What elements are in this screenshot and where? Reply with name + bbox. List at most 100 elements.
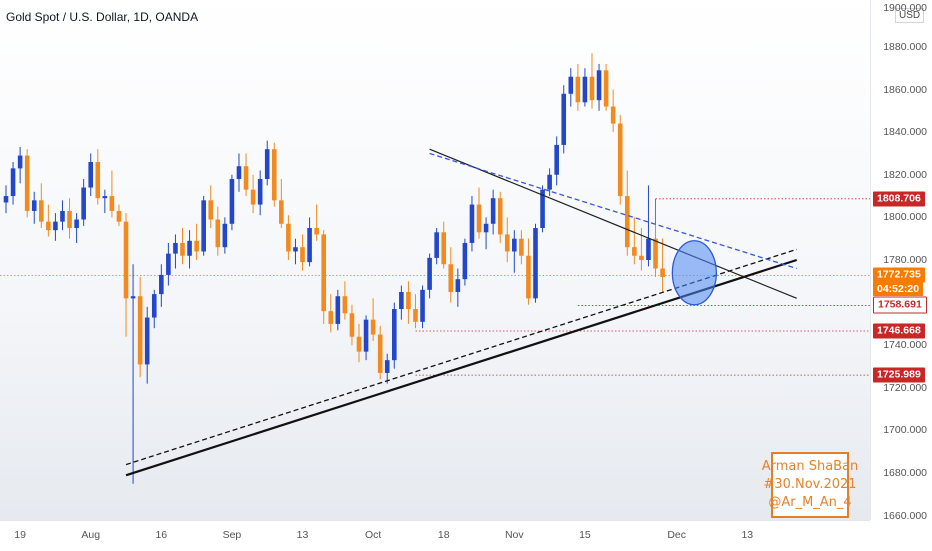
candle-body [392, 309, 397, 361]
candle-body [215, 219, 221, 248]
candle-body [314, 228, 319, 235]
price-tag: 1758.691 [873, 296, 927, 314]
candle-body [512, 238, 517, 252]
candle-body [3, 196, 9, 203]
candle-body [88, 161, 94, 188]
price-tag: 1808.706 [873, 191, 925, 207]
signature-handle: @Ar_M_An_4 [768, 495, 852, 510]
candle-body [31, 200, 37, 211]
candle-body [469, 204, 475, 243]
candle-body [208, 200, 214, 220]
price-tick-label: 1820.000 [883, 168, 927, 181]
price-tag: 1772.735 [873, 267, 925, 283]
candle-body [53, 221, 58, 231]
candle-body [639, 255, 644, 260]
price-axis-top-label: 1900.000 [883, 2, 927, 14]
candle-body [286, 223, 291, 252]
candle-body [377, 334, 383, 373]
candle-body [603, 70, 609, 107]
candle-body [497, 198, 503, 235]
candle-body [130, 296, 136, 299]
candle-body [434, 232, 439, 258]
price-tick-label: 1700.000 [883, 424, 927, 437]
candle-body [455, 279, 461, 292]
candle-body [624, 196, 630, 248]
time-tick-label: 15 [579, 529, 591, 541]
candle-body [229, 179, 235, 224]
currency-label[interactable]: USD [895, 8, 925, 23]
candle-body [617, 123, 623, 197]
candle-body [568, 76, 574, 94]
trendline-resistance [429, 148, 797, 299]
candle-body [554, 144, 559, 175]
candle-body [427, 257, 432, 290]
candle-body [159, 274, 164, 295]
price-chart[interactable] [0, 0, 870, 520]
candle-body [243, 166, 249, 190]
candle-body [653, 238, 658, 269]
candle-body [356, 336, 362, 352]
candle-body [342, 296, 348, 314]
candle-body [384, 360, 390, 373]
candle-body [144, 317, 150, 365]
candle-body [328, 311, 334, 324]
candle-body [279, 200, 284, 224]
candle-body [109, 196, 115, 211]
candle-body [420, 289, 425, 322]
candle-body [526, 255, 531, 299]
price-tick-label: 1860.000 [883, 83, 927, 96]
candle-body [180, 242, 185, 256]
candle-body [67, 210, 72, 229]
time-tick-label: Nov [504, 529, 524, 541]
candle-body [17, 155, 23, 169]
candle-body [370, 319, 376, 335]
price-axis[interactable]: USD 1900.000 1660.000 1680.000 1700.000 172… [870, 0, 932, 522]
price-tag: 1725.989 [873, 367, 925, 383]
price-tick-label: 1660.000 [883, 509, 927, 522]
bar-countdown: 04:52:20 [873, 282, 924, 297]
time-tick-label: Sep [222, 529, 242, 541]
candle-body [39, 200, 44, 222]
candle-body [201, 200, 206, 252]
candle-body [476, 204, 482, 233]
candle-body [321, 234, 326, 312]
trendline-resistance-parallel [429, 152, 797, 270]
signature-author: Arman ShaBan [761, 459, 859, 474]
time-axis[interactable]: 19 Aug 16 Sep 13 Oct 18 Nov 15 Dec 13 [0, 520, 870, 551]
candle-body [74, 219, 79, 229]
candle-body [250, 189, 256, 205]
candle-body [582, 76, 588, 103]
time-tick-label: Oct [364, 529, 382, 541]
time-tick-label: 13 [741, 529, 754, 541]
candle-body [441, 232, 447, 265]
candle-body [137, 296, 143, 365]
time-tick-label: 19 [14, 529, 26, 541]
candle-body [151, 294, 157, 318]
price-tick-label: 1720.000 [883, 381, 927, 394]
candle-body [589, 76, 595, 101]
candle-body [24, 155, 30, 211]
candle-body [173, 242, 178, 254]
candle-body [540, 189, 545, 229]
signature-date: #30.Nov.2021 [763, 477, 857, 492]
candle-body [236, 166, 242, 180]
candle-body [81, 187, 86, 220]
candle-body [533, 228, 538, 299]
candle-body [504, 234, 510, 252]
candle-body [335, 296, 341, 324]
time-tick-label: Dec [667, 529, 687, 541]
candle-body [95, 161, 101, 199]
candle-body [46, 221, 51, 231]
candle-body [406, 291, 411, 310]
candle-body [596, 70, 602, 101]
trend-lines [125, 148, 798, 477]
candle-body [448, 264, 454, 292]
candle-body [271, 149, 277, 201]
candle-body [123, 221, 129, 299]
candle-body [490, 198, 496, 224]
price-tick-label: 1880.000 [883, 40, 927, 53]
time-tick-label: 13 [296, 529, 309, 541]
candle-body [660, 268, 665, 278]
candle-body [413, 309, 418, 322]
author-signature-box: Arman ShaBan #30.Nov.2021 @Ar_M_An_4 [762, 452, 858, 518]
